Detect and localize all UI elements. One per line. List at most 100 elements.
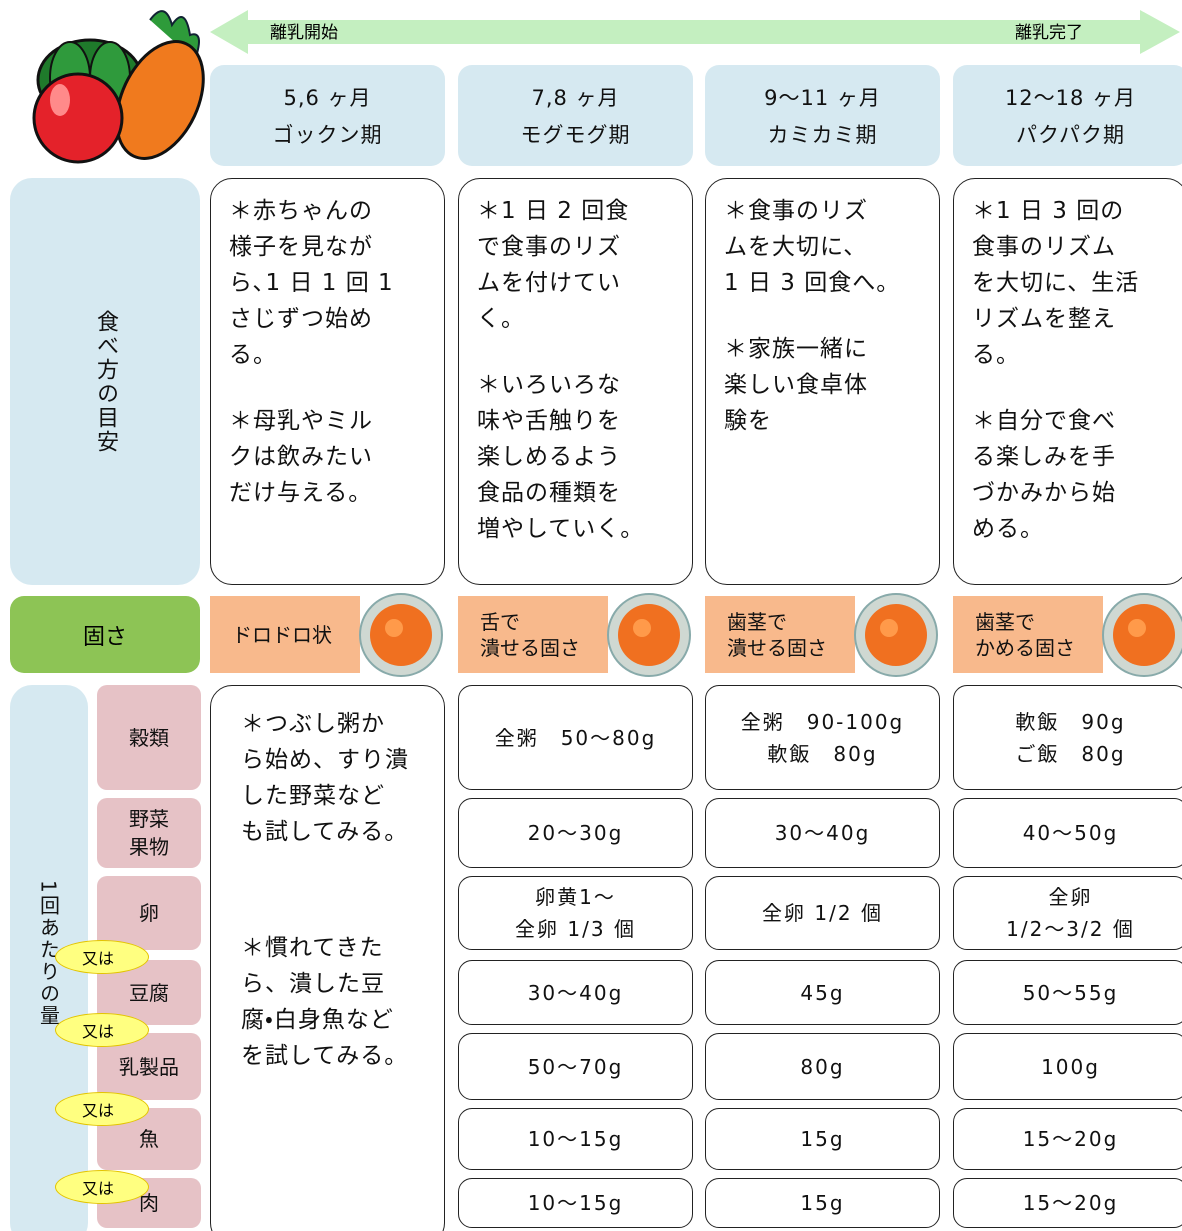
hardness-line: 舌で	[480, 609, 520, 634]
food-label: 卵	[97, 876, 201, 950]
food-label-line: 魚	[139, 1127, 159, 1151]
guide-line: 楽しめるよう	[477, 444, 621, 470]
amount-line: 10～15g	[527, 1191, 624, 1215]
amount-cell: 100g	[953, 1033, 1182, 1100]
guide-line: る。	[229, 342, 277, 368]
stage-age: 5,6 ヶ月	[283, 86, 372, 111]
guide-line: 験を	[724, 408, 772, 434]
hardness-row-label: 固さ	[10, 596, 200, 673]
stage-age: 7,8 ヶ月	[531, 86, 620, 111]
amount-line: 45g	[800, 980, 845, 1005]
guide-line: 増やしていく。	[477, 516, 645, 542]
amount-cell: 全卵 1/2～3/2 個	[953, 876, 1182, 950]
guide-paragraph: ＊いろいろな 味や舌触りを 楽しめるよう 食品の種類を 増やしていく。	[477, 367, 682, 547]
amount-paragraph: ＊慣れてきた ら、潰した豆 腐・白身魚など を試してみる。	[241, 930, 434, 1074]
amount-note-line: も試してみる。	[241, 819, 409, 845]
amount-line: 全卵 1/3 個	[515, 917, 636, 941]
stage-header: 9～11 ヶ月 カミカミ期	[705, 65, 940, 166]
guide-line: リズムを整え	[972, 306, 1116, 332]
amount-line: 40～50g	[1022, 821, 1119, 845]
guide-line: ＊1 日 2 回食	[477, 198, 630, 224]
amount-note-line: を試してみる。	[241, 1043, 409, 1069]
amount-note-line: ＊つぶし粥か	[241, 711, 385, 737]
or-badge: 又は	[55, 1170, 149, 1204]
guide-line: く。	[477, 306, 525, 332]
amount-line: 1/2～3/2 個	[1006, 917, 1135, 941]
food-label-line: 穀類	[129, 725, 169, 750]
guide-line: 食事のリズム	[972, 234, 1116, 260]
arrow-end-label: 離乳完了	[1015, 23, 1083, 43]
amount-cell: 10～15g	[458, 1178, 693, 1228]
guide-line: さじずつ始め	[229, 306, 373, 332]
guide-paragraph: ＊家族一緒に 楽しい食卓体 験を	[724, 331, 929, 439]
stage-name: カミカミ期	[767, 122, 878, 147]
hardness-label: 舌で 潰せる固さ	[458, 596, 608, 673]
guide-line: づかみから始	[972, 480, 1116, 506]
amount-cell: 15～20g	[953, 1108, 1182, 1170]
guide-line: ＊家族一緒に	[724, 336, 868, 362]
amount-line: 30～40g	[527, 980, 624, 1005]
food-photo	[359, 593, 443, 677]
amount-line: 全粥 50～80g	[494, 725, 657, 750]
guide-paragraph: ＊食事のリズ ムを大切に、 1 日 3 回食へ。	[724, 193, 929, 301]
amount-line: 15～20g	[1022, 1127, 1119, 1151]
stage-age: 9～11 ヶ月	[764, 86, 881, 111]
guide-line: ムを付けてい	[477, 270, 621, 296]
food-label-line: 果物	[129, 835, 169, 859]
amount-cell: 全粥 50～80g	[458, 685, 693, 790]
amount-cell: 50～55g	[953, 960, 1182, 1025]
amount-cell: 40～50g	[953, 798, 1182, 868]
guide-line: ＊母乳やミル	[229, 408, 373, 434]
hardness-label: 歯茎で かめる固さ	[953, 596, 1103, 673]
progress-arrow	[210, 10, 1180, 54]
amount-cell: 全粥 90-100g 軟飯 80g	[705, 685, 940, 790]
stage-name: ゴックン期	[272, 122, 383, 147]
hardness-line: 潰せる固さ	[727, 635, 827, 660]
amount-cell: 軟飯 90g ご飯 80g	[953, 685, 1182, 790]
amount-paragraph: ＊つぶし粥か ら始め、すり潰 した野菜など も試してみる。	[241, 706, 434, 850]
guide-line: る楽しみを手	[972, 444, 1116, 470]
guide-paragraph: ＊1 日 2 回食 で食事のリズ ムを付けてい く。	[477, 193, 682, 337]
food-label-line: 乳製品	[119, 1054, 179, 1079]
hardness-line: 潰せる固さ	[480, 635, 580, 660]
vegetable-icon	[32, 10, 205, 164]
stage-header: 7,8 ヶ月 モグモグ期	[458, 65, 693, 166]
amount-line: 全卵 1/2 個	[762, 901, 883, 925]
amount-cell: 50～70g	[458, 1033, 693, 1100]
amount-note-line: ら、潰した豆	[241, 971, 385, 997]
or-badge: 又は	[55, 1013, 149, 1047]
amount-cell: 20～30g	[458, 798, 693, 868]
guide-line: 味や舌触りを	[477, 408, 621, 434]
stage-name: モグモグ期	[520, 122, 631, 147]
guide-line: 様子を見なが	[229, 234, 373, 260]
hardness-line: ドロドロ状	[232, 622, 332, 647]
amount-note-line: 腐・白身魚など	[241, 1007, 394, 1033]
hardness-label: ドロドロ状	[210, 596, 360, 673]
amount-cell: 15g	[705, 1178, 940, 1228]
amount-note-line: した野菜など	[241, 783, 385, 809]
guide-line: 1 日 3 回食へ。	[724, 270, 901, 296]
guide-line: ＊赤ちゃんの	[229, 198, 373, 224]
guide-line: だけ与える。	[229, 480, 373, 506]
guide-paragraph: ＊1 日 3 回の 食事のリズム を大切に、生活 リズムを整え る。	[972, 193, 1177, 373]
amount-cell: 30～40g	[458, 960, 693, 1025]
amount-line: 卵黄1～	[535, 885, 616, 909]
food-label-line: 豆腐	[129, 980, 169, 1005]
guide-line: 食品の種類を	[477, 480, 621, 506]
stage-name: パクパク期	[1016, 122, 1125, 147]
guide-paragraph: ＊赤ちゃんの 様子を見なが ら､1 日 1 回 1 さじずつ始め る。	[229, 193, 434, 373]
guide-row-label: 食べ方の目安	[93, 309, 118, 454]
amount-cell: 15～20g	[953, 1178, 1182, 1228]
or-badge: 又は	[55, 1092, 149, 1126]
food-photo	[607, 593, 691, 677]
amount-cell: 45g	[705, 960, 940, 1025]
guide-cell: ＊1 日 3 回の 食事のリズム を大切に、生活 リズムを整え る。 ＊自分で食べ る楽しみ…	[953, 178, 1182, 585]
food-label-line: 肉	[139, 1191, 159, 1215]
guide-line: クは飲みたい	[229, 444, 373, 470]
amount-line: 軟飯 80g	[767, 741, 878, 766]
amount-cell: 卵黄1～ 全卵 1/3 個	[458, 876, 693, 950]
amount-note-line: ら始め、すり潰	[241, 747, 409, 773]
amount-line: 50～70g	[527, 1054, 624, 1079]
amount-line: 30～40g	[774, 821, 871, 845]
